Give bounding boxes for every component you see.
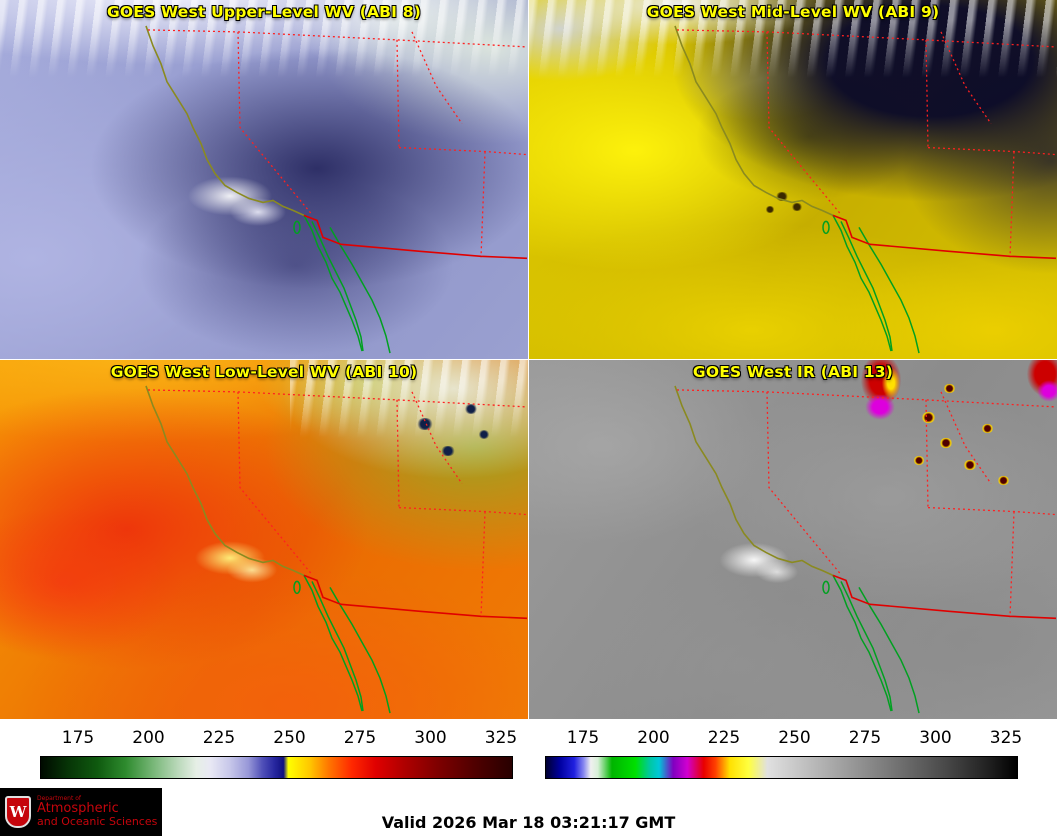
map-overlay [145,385,528,714]
logo-line2: and Oceanic Sciences [37,815,158,829]
logo-dept-line: Department of [37,794,81,802]
panel-title-abi10: GOES West Low-Level WV (ABI 10) [110,363,418,381]
panel-low-level-wv: GOES West Low-Level WV (ABI 10) [0,360,528,719]
tick-label: 325 [484,728,518,748]
logo-line1: Atmospheric [37,801,119,817]
dry-spot [765,206,775,213]
cold-spot [921,412,936,423]
tick-label: 200 [637,728,670,748]
tick-label: 300 [414,728,447,748]
panel-ir: GOES West IR (ABI 13) [529,360,1057,719]
cold-spot [981,424,994,433]
tick-label: 175 [61,728,95,748]
cold-spot [913,456,925,465]
tick-label: 225 [202,728,236,748]
uw-crest-icon: W [5,796,31,828]
cold-cloud-blob [865,394,895,420]
quadpanel-grid: GOES West Upper-Level WV (ABI 8) GOES We… [0,0,1057,719]
map-overlay [674,25,1057,354]
footer: W Department of Atmospheric and Oceanic … [0,788,1057,836]
tick-label: 175 [566,728,600,748]
wv-colorbar [40,756,513,779]
wv-colorbar-group: 175 200 225 250 275 300 325 [40,719,517,788]
cold-spot [943,384,956,393]
tick-label: 325 [989,728,1023,748]
cold-spot [963,460,977,470]
tick-label: 250 [273,728,306,748]
map-overlay [674,385,1057,714]
cold-spot [416,418,434,430]
ir-colorbar [545,756,1018,779]
cloud-streaks [529,0,1057,82]
tick-label: 275 [848,728,882,748]
cold-spot [440,446,456,456]
panel-mid-level-wv: GOES West Mid-Level WV (ABI 9) [529,0,1057,359]
cold-cloud-blob [1037,380,1057,402]
uw-aos-logo: W Department of Atmospheric and Oceanic … [0,788,162,836]
valid-time: Valid 2026 Mar 18 03:21:17 GMT [381,813,676,832]
panel-title-abi8: GOES West Upper-Level WV (ABI 8) [106,3,422,21]
tick-label: 225 [707,728,741,748]
panel-title-abi13: GOES West IR (ABI 13) [692,363,894,381]
cold-spot [997,476,1010,485]
cloud-streaks [0,0,528,82]
tick-label: 200 [132,728,165,748]
tick-label: 250 [778,728,811,748]
ir-colorbar-group: 175 200 225 250 275 300 325 [545,719,1022,788]
panel-upper-level-wv: GOES West Upper-Level WV (ABI 8) [0,0,528,359]
cold-spot [478,430,490,439]
map-overlay [145,25,528,354]
cold-spot [464,404,478,414]
crest-letter: W [9,803,27,821]
cold-cloud-blob [881,366,901,400]
colorbar-legend: 175 200 225 250 275 300 325 175 200 225 … [0,719,1057,788]
cold-spot [939,438,953,448]
dry-spot [775,192,789,201]
tick-label: 300 [919,728,952,748]
tick-label: 275 [343,728,377,748]
logo-text: Department of Atmospheric and Oceanic Sc… [37,794,158,829]
dry-spot [791,203,803,211]
panel-title-abi9: GOES West Mid-Level WV (ABI 9) [646,3,940,21]
